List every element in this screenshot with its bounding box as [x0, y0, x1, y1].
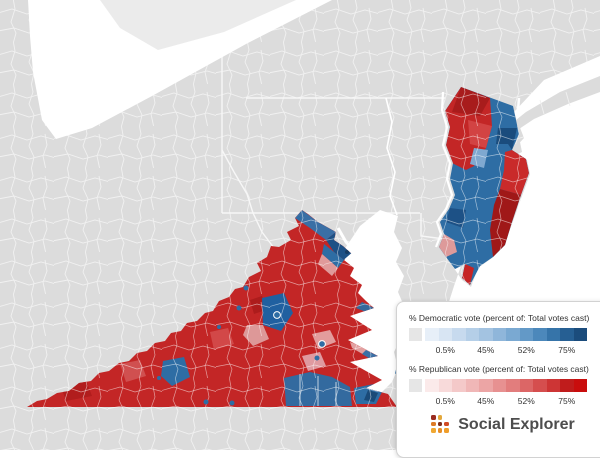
- potomac-river: [336, 227, 378, 309]
- legend-democratic-label: % Democratic vote (percent of: Total vot…: [409, 313, 590, 323]
- canada-ontario: [100, 0, 296, 50]
- legend-democratic-bar: [409, 328, 587, 341]
- tick: 75%: [558, 345, 576, 355]
- social-explorer-logo-text: Social Explorer: [458, 415, 575, 433]
- legend-democratic-ramp: [425, 328, 587, 341]
- legend-democratic-ticks: 0.5% 45% 52% 75%: [425, 345, 587, 355]
- social-explorer-brand: Social Explorer: [409, 415, 597, 434]
- legend-republican-label: % Republican vote (percent of: Total vot…: [409, 364, 589, 374]
- tick: 52%: [517, 345, 535, 355]
- tick: 75%: [558, 396, 576, 406]
- lake-erie: [28, 0, 332, 139]
- legend-republican: % Republican vote (percent of: Total vot…: [409, 364, 597, 406]
- legend-republican-ramp: [425, 379, 587, 392]
- legend-republican-ticks: 0.5% 45% 52% 75%: [425, 396, 587, 406]
- tick: 52%: [517, 396, 535, 406]
- tick: 45%: [477, 396, 495, 406]
- delaware-river: [434, 91, 454, 248]
- legend-republican-nodata-swatch: [409, 379, 422, 392]
- legend-republican-bar: [409, 379, 587, 392]
- social-explorer-logo-icon: [431, 415, 450, 434]
- legend-democratic: % Democratic vote (percent of: Total vot…: [409, 313, 597, 355]
- tick: 0.5%: [435, 345, 455, 355]
- legend-panel: % Democratic vote (percent of: Total vot…: [396, 301, 600, 458]
- independent-city-dots: [157, 285, 326, 406]
- susquehanna-river: [385, 97, 398, 216]
- tick: 45%: [477, 345, 495, 355]
- tick: 0.5%: [435, 396, 455, 406]
- legend-democratic-nodata-swatch: [409, 328, 422, 341]
